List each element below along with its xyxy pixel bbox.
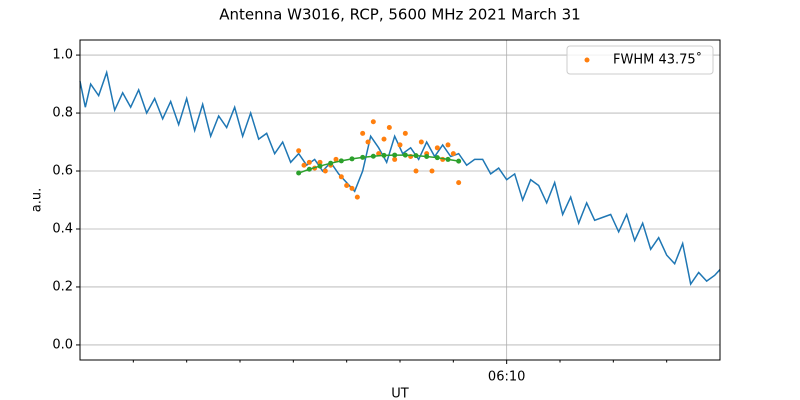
data-point xyxy=(456,158,462,164)
data-point xyxy=(317,159,323,165)
data-point xyxy=(450,151,456,157)
data-point xyxy=(328,160,334,166)
data-point xyxy=(402,152,408,158)
data-point xyxy=(349,156,355,162)
data-point xyxy=(344,183,350,189)
y-axis-label: a.u. xyxy=(30,188,45,212)
data-point xyxy=(306,166,312,172)
data-point xyxy=(360,130,366,136)
data-point xyxy=(360,154,366,160)
data-point xyxy=(424,154,430,160)
legend-frame xyxy=(566,45,714,75)
data-point xyxy=(338,158,344,164)
data-point xyxy=(306,159,312,165)
data-point xyxy=(370,153,376,159)
data-point xyxy=(392,156,398,162)
data-point xyxy=(381,152,387,158)
data-point xyxy=(296,170,302,176)
data-point xyxy=(434,145,440,151)
data-point xyxy=(333,156,339,162)
data-point xyxy=(386,125,392,131)
data-point xyxy=(392,152,398,158)
data-point xyxy=(365,139,371,145)
line-series xyxy=(298,154,459,174)
data-point xyxy=(397,142,403,148)
y-tick-label: 0.2 xyxy=(52,279,73,294)
data-point xyxy=(349,185,355,191)
data-point xyxy=(413,168,419,174)
y-tick-label: 0.0 xyxy=(52,337,73,352)
chart-title: Antenna W3016, RCP, 5600 MHz 2021 March … xyxy=(219,6,580,24)
data-point xyxy=(429,168,435,174)
data-point xyxy=(456,180,462,186)
data-point xyxy=(402,130,408,136)
y-tick-label: 0.6 xyxy=(52,164,73,179)
data-point xyxy=(354,194,360,200)
y-tick-label: 1.0 xyxy=(52,48,73,63)
data-point xyxy=(322,168,328,174)
y-tick-label: 0.4 xyxy=(52,221,73,236)
data-point xyxy=(338,174,344,180)
data-point xyxy=(301,162,307,168)
data-point xyxy=(370,119,376,125)
data-point xyxy=(317,163,323,169)
x-tick-label: 06:10 xyxy=(488,370,525,385)
legend-marker xyxy=(584,57,590,63)
data-point xyxy=(381,136,387,142)
data-point xyxy=(376,151,382,157)
data-point xyxy=(445,156,451,162)
legend: FWHM 43.75˚ xyxy=(566,45,714,75)
axes: 0.0 0.2 0.4 0.6 0.8 1.0 06:10 xyxy=(52,39,721,385)
data-point xyxy=(418,139,424,145)
plot-area xyxy=(79,69,721,286)
data-point xyxy=(445,142,451,148)
data-point xyxy=(413,153,419,159)
data-point xyxy=(296,148,302,154)
data-point xyxy=(434,155,440,161)
y-tick-label: 0.8 xyxy=(52,106,73,121)
axes-frame xyxy=(79,39,721,361)
legend-label: FWHM 43.75˚ xyxy=(613,52,702,68)
x-axis-label: UT xyxy=(391,387,409,400)
